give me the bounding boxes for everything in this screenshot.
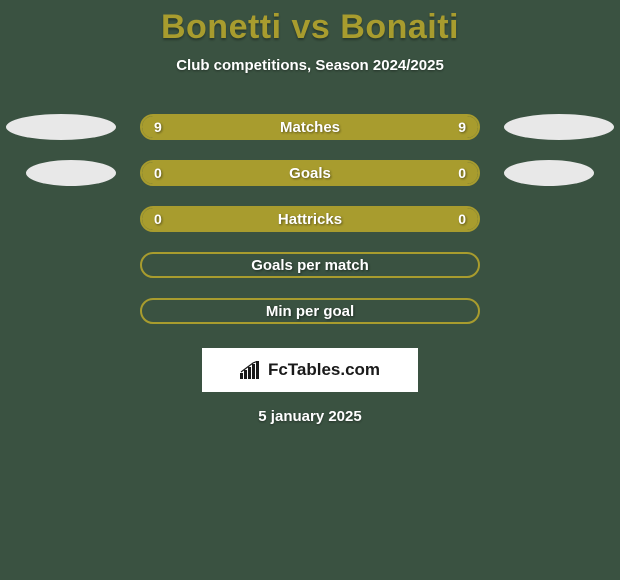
left-badge-placeholder [6,114,116,140]
stat-right-value: 0 [458,211,466,227]
stat-label: Min per goal [266,303,354,320]
date-line: 5 january 2025 [0,408,620,425]
stat-left-value: 0 [154,211,162,227]
header: Bonetti vs Bonaiti Club competitions, Se… [0,0,620,74]
right-badge-placeholder [504,160,594,186]
row-goals-per-match: Goals per match [0,242,620,288]
stat-left-value: 0 [154,165,162,181]
stat-bar: 0 Goals 0 [140,160,480,186]
stat-right-value: 0 [458,165,466,181]
page-subtitle: Club competitions, Season 2024/2025 [0,57,620,74]
row-matches: 9 Matches 9 [0,104,620,150]
stat-left-value: 9 [154,119,162,135]
stat-label: Goals [289,165,331,182]
row-hattricks: 0 Hattricks 0 [0,196,620,242]
right-badge-placeholder [504,114,614,140]
left-badge-placeholder [26,160,116,186]
stat-label: Matches [280,119,340,136]
stat-bar: Goals per match [140,252,480,278]
row-min-per-goal: Min per goal [0,288,620,334]
stat-bar: Min per goal [140,298,480,324]
stat-bar: 0 Hattricks 0 [140,206,480,232]
page-title: Bonetti vs Bonaiti [0,8,620,47]
stat-label: Hattricks [278,211,342,228]
stat-right-value: 9 [458,119,466,135]
row-goals: 0 Goals 0 [0,150,620,196]
comparison-rows: 9 Matches 9 0 Goals 0 0 Hattricks 0 Goal… [0,104,620,334]
stat-label: Goals per match [251,257,369,274]
chart-bars-icon [240,361,262,379]
brand-text: FcTables.com [268,360,380,380]
brand-box: FcTables.com [202,348,418,392]
stat-bar: 9 Matches 9 [140,114,480,140]
